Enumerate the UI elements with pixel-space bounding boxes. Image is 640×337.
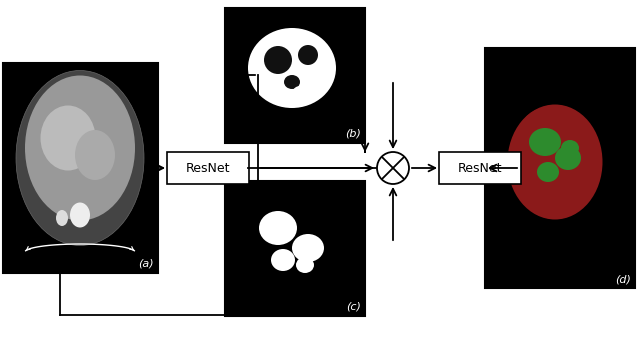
Ellipse shape (296, 257, 314, 273)
Ellipse shape (259, 211, 297, 245)
Ellipse shape (264, 46, 292, 74)
Ellipse shape (529, 128, 561, 156)
Ellipse shape (298, 45, 318, 65)
Text: (b): (b) (345, 128, 361, 139)
Ellipse shape (520, 107, 580, 157)
Circle shape (377, 152, 409, 184)
Ellipse shape (537, 162, 559, 182)
Ellipse shape (293, 86, 307, 98)
Text: (a): (a) (138, 259, 154, 269)
Ellipse shape (508, 104, 602, 219)
FancyBboxPatch shape (167, 152, 249, 184)
Text: (c): (c) (346, 302, 361, 311)
Text: ResNet: ResNet (458, 161, 502, 175)
Ellipse shape (271, 249, 295, 271)
FancyBboxPatch shape (439, 152, 521, 184)
Ellipse shape (248, 28, 336, 108)
Ellipse shape (75, 130, 115, 180)
Ellipse shape (284, 75, 300, 89)
Ellipse shape (56, 210, 68, 226)
Bar (485, 48, 635, 288)
Ellipse shape (552, 122, 598, 182)
Ellipse shape (561, 140, 579, 156)
Text: (d): (d) (615, 274, 631, 284)
Text: ResNet: ResNet (186, 161, 230, 175)
Ellipse shape (555, 146, 581, 170)
Bar (225, 181, 365, 315)
Ellipse shape (70, 203, 90, 227)
Ellipse shape (16, 70, 144, 245)
Bar (225, 7, 365, 143)
Ellipse shape (40, 105, 95, 171)
Ellipse shape (25, 75, 135, 220)
Ellipse shape (292, 234, 324, 262)
Bar (3, 63, 157, 273)
